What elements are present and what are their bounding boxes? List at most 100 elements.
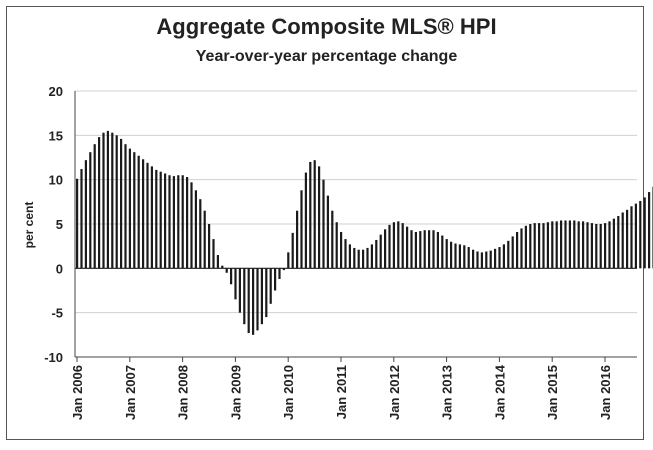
bar [348, 244, 351, 269]
bar [146, 162, 149, 269]
bar [265, 268, 268, 318]
x-tick-labels: Jan 2006 Jan 2007 Jan 2008 Jan 2009 Jan 2010… [70, 364, 613, 420]
x-tick-label: Jan 2014 [492, 364, 507, 420]
bar [494, 248, 497, 269]
bar [533, 223, 536, 269]
bar [621, 212, 624, 269]
bar [177, 175, 180, 269]
bar [93, 144, 96, 269]
bar [458, 244, 461, 269]
bar [357, 249, 360, 269]
bar [599, 224, 602, 269]
bar [120, 138, 123, 269]
bar [282, 268, 285, 271]
bar [590, 223, 593, 269]
bar [432, 230, 435, 269]
bar [511, 236, 514, 269]
bar [476, 251, 479, 269]
bar [384, 229, 387, 269]
bar [577, 221, 580, 269]
bar [436, 231, 439, 269]
bar [626, 209, 629, 269]
bar [467, 247, 470, 269]
bar [643, 197, 646, 269]
bar [397, 221, 400, 269]
bar [406, 226, 409, 269]
bar [608, 221, 611, 269]
bar [309, 161, 312, 269]
bar [634, 203, 637, 269]
y-tick-label: 10 [49, 173, 63, 188]
bar [155, 169, 158, 269]
bar [542, 223, 545, 269]
bar [168, 175, 171, 269]
bar [115, 135, 118, 269]
chart-title: Aggregate Composite MLS® HPI [156, 14, 497, 39]
bar [296, 210, 299, 269]
bar [322, 179, 325, 269]
bar [639, 200, 642, 269]
bar [392, 222, 395, 269]
bar [243, 268, 246, 325]
bar [366, 247, 369, 269]
y-tick-label: 15 [49, 128, 63, 143]
bar [238, 268, 241, 313]
bar [326, 195, 329, 269]
y-tick-label: -5 [51, 306, 63, 321]
bar [186, 177, 189, 269]
x-tick-label: Jan 2016 [598, 365, 613, 420]
bar [331, 210, 334, 269]
bar [582, 221, 585, 269]
bar [287, 252, 290, 269]
bar [388, 224, 391, 269]
bar [538, 223, 541, 269]
x-tick-label: Jan 2008 [176, 365, 191, 420]
bar [142, 159, 145, 269]
bar [648, 192, 651, 269]
bar [76, 178, 79, 269]
bar [203, 210, 206, 269]
bar [212, 239, 215, 269]
bar [111, 132, 114, 269]
bar [604, 223, 607, 269]
y-tick-label: 0 [56, 261, 63, 276]
bar [454, 243, 457, 269]
bar [150, 166, 153, 269]
bar [260, 268, 263, 325]
bar [172, 176, 175, 269]
bar [181, 175, 184, 269]
bar [340, 231, 343, 269]
bar [498, 247, 501, 269]
bar [586, 222, 589, 269]
bar [252, 268, 255, 335]
x-tick-label: Jan 2011 [334, 365, 349, 419]
bar [450, 241, 453, 269]
bar [291, 232, 294, 269]
bar [516, 231, 519, 269]
bar [445, 239, 448, 269]
bar [234, 268, 237, 300]
bar [551, 221, 554, 269]
bar [159, 171, 162, 269]
bar [573, 220, 576, 269]
bar [595, 224, 598, 269]
y-tick-labels: 20 15 10 5 0 -5 -10 [44, 84, 63, 365]
bar [502, 244, 505, 269]
bar [133, 152, 136, 269]
bar [353, 247, 356, 269]
bar [401, 223, 404, 269]
bar [89, 152, 92, 269]
bars-group [76, 130, 653, 335]
bar [256, 268, 259, 331]
bar [102, 132, 105, 269]
bar [216, 255, 219, 269]
bar [472, 249, 475, 269]
x-tick-label: Jan 2010 [281, 365, 296, 420]
x-tick-label: Jan 2012 [387, 365, 402, 420]
bar [274, 268, 277, 291]
chart-subtitle: Year-over-year percentage change [195, 48, 458, 65]
bar [106, 130, 109, 269]
bar [564, 220, 567, 269]
bar [208, 224, 211, 269]
bar [278, 268, 281, 279]
